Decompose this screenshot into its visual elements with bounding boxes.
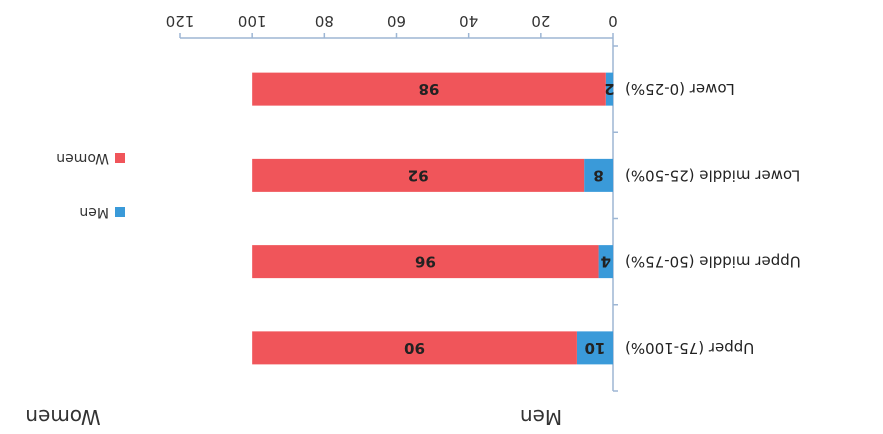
value-label: 96 bbox=[415, 253, 436, 271]
category-label: Upper (75-100%) bbox=[625, 339, 754, 357]
legend-swatch bbox=[115, 153, 125, 163]
bars: Lower (0-25%) 2 98 Lower middle (25-50%) 8 92… bbox=[252, 72, 801, 365]
value-label: 92 bbox=[408, 166, 429, 184]
bar-men bbox=[605, 72, 613, 106]
x-tick-label: 120 bbox=[166, 12, 195, 30]
x-tick-label: 80 bbox=[315, 12, 334, 30]
chart-header: Men Women bbox=[25, 405, 562, 429]
header-women: Women bbox=[25, 405, 100, 429]
legend-swatch bbox=[115, 207, 125, 217]
bar-women bbox=[252, 72, 606, 106]
x-tick-label: 0 bbox=[608, 12, 618, 30]
bar-men bbox=[576, 331, 613, 365]
bar-men bbox=[598, 245, 613, 279]
value-label: 98 bbox=[419, 80, 440, 98]
value-label: 4 bbox=[601, 253, 611, 271]
x-tick-label: 20 bbox=[531, 12, 550, 30]
legend-label: Women bbox=[56, 150, 109, 166]
value-label: 8 bbox=[593, 166, 603, 184]
x-tick-label: 40 bbox=[459, 12, 478, 30]
category-label: Upper middle (50-75%) bbox=[625, 253, 801, 271]
bar-women bbox=[252, 158, 585, 192]
bar-women bbox=[252, 331, 577, 365]
x-axis: 0 20 40 60 80 100 120 bbox=[166, 12, 618, 39]
bar-women bbox=[252, 245, 599, 279]
value-label: 2 bbox=[604, 80, 614, 98]
legend: Men Women bbox=[56, 150, 125, 220]
category-label: Lower (0-25%) bbox=[625, 80, 735, 98]
legend-label: Men bbox=[79, 204, 109, 220]
x-tick-label: 100 bbox=[238, 12, 267, 30]
header-men: Men bbox=[520, 405, 562, 429]
x-tick-label: 60 bbox=[387, 12, 406, 30]
bar-men bbox=[584, 158, 613, 192]
value-label: 10 bbox=[585, 339, 606, 357]
value-label: 90 bbox=[404, 339, 425, 357]
category-label: Lower middle (25-50%) bbox=[625, 166, 800, 184]
